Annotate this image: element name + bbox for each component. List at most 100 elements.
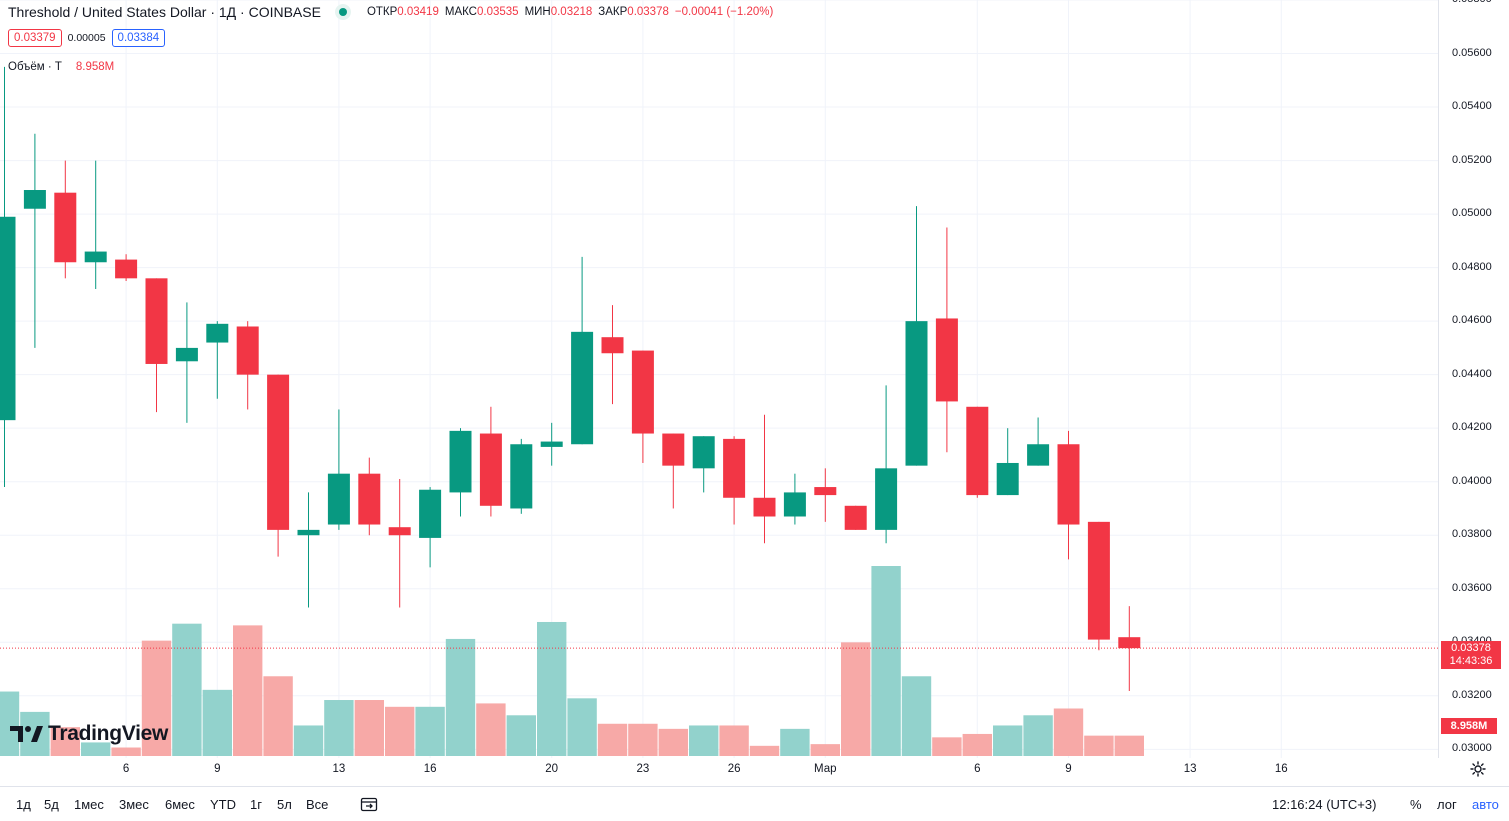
candle-body xyxy=(267,374,290,530)
candle xyxy=(1087,521,1110,651)
close-label: ЗАКР xyxy=(598,6,628,18)
candle-body xyxy=(753,497,776,517)
candle-body xyxy=(601,337,624,354)
volume-bars xyxy=(0,566,1144,756)
volume-bar xyxy=(81,742,111,756)
volume-bar xyxy=(445,638,476,756)
candle xyxy=(1118,606,1141,691)
candle-body xyxy=(814,487,837,496)
candle-body xyxy=(54,192,77,263)
range-5y-button[interactable]: 5л xyxy=(277,797,292,812)
candle-body xyxy=(571,331,594,445)
candle xyxy=(267,374,290,557)
spread-value: 0.00005 xyxy=(67,32,106,44)
time-axis[interactable]: Фев691316202326Мар691316 xyxy=(0,758,1438,782)
candle-body xyxy=(236,326,259,375)
volume-bar xyxy=(111,747,141,756)
volume-bar xyxy=(141,640,172,756)
candle xyxy=(206,321,229,399)
candle xyxy=(875,385,898,544)
range-1m-button[interactable]: 1мес xyxy=(74,797,104,812)
time-tick-label: 9 xyxy=(214,763,221,775)
price-tick-label: 0.05000 xyxy=(1452,207,1492,220)
candle-body xyxy=(1118,637,1141,649)
chart-legend: Threshold / United States Dollar · 1Д · … xyxy=(8,4,773,20)
volume-value: 8.958M xyxy=(75,61,115,73)
candle-body xyxy=(875,468,898,530)
range-5d-button[interactable]: 5д xyxy=(44,797,59,812)
candle-body xyxy=(449,430,472,493)
percent-scale-toggle[interactable]: % xyxy=(1410,797,1422,812)
volume-bar xyxy=(749,745,780,756)
candle xyxy=(236,321,259,410)
range-all-button[interactable]: Все xyxy=(306,797,329,812)
volume-value-tag: 8.958M xyxy=(1441,718,1497,734)
range-6m-button[interactable]: 6мес xyxy=(165,797,195,812)
buy-button[interactable]: 0.03384 xyxy=(111,29,166,47)
price-tick-label: 0.04400 xyxy=(1452,367,1492,380)
price-tick-label: 0.03600 xyxy=(1452,581,1492,594)
grid-lines xyxy=(0,0,1438,758)
bar-countdown: 14:43:36 xyxy=(1449,655,1493,668)
volume-bar xyxy=(354,700,384,756)
candle xyxy=(723,436,746,525)
volume-bar xyxy=(506,715,536,756)
volume-bar xyxy=(689,725,719,756)
low-value: 0.03218 xyxy=(550,6,593,18)
candle xyxy=(0,66,16,488)
candle-body xyxy=(84,251,107,263)
price-axis[interactable]: 0.030000.032000.034000.036000.038000.040… xyxy=(1438,0,1509,758)
open-label: ОТКР xyxy=(366,6,398,18)
volume-bar xyxy=(719,725,749,756)
range-1d-button[interactable]: 1д xyxy=(16,797,31,812)
market-status-icon[interactable] xyxy=(334,4,351,20)
go-to-date-icon[interactable] xyxy=(360,796,378,812)
candle xyxy=(54,160,77,279)
candle xyxy=(510,438,533,514)
candle xyxy=(419,487,442,568)
high-label: МАКС xyxy=(444,6,477,18)
range-ytd-button[interactable]: YTD xyxy=(210,797,236,812)
price-tick-label: 0.05600 xyxy=(1452,46,1492,59)
timezone-clock[interactable]: 12:16:24 (UTC+3) xyxy=(1272,797,1377,812)
ohlc-values: ОТКР0.03419 МАКС0.03535 МИН0.03218 ЗАКР0… xyxy=(367,6,773,18)
time-tick-label: 6 xyxy=(974,763,981,775)
range-3m-button[interactable]: 3мес xyxy=(119,797,149,812)
volume-bar xyxy=(293,725,324,756)
candle-body xyxy=(540,441,563,447)
time-tick-label: Мар xyxy=(814,763,837,775)
volume-bar xyxy=(233,625,263,756)
close-value: 0.03378 xyxy=(627,6,669,18)
candle xyxy=(966,406,989,498)
range-1y-button[interactable]: 1г xyxy=(250,797,262,812)
candle xyxy=(1057,430,1080,560)
candle xyxy=(905,206,928,466)
symbol-title[interactable]: Threshold / United States Dollar · 1Д · … xyxy=(8,4,321,20)
price-tick-label: 0.03200 xyxy=(1452,688,1492,701)
tradingview-logo-text: TradingView xyxy=(48,722,169,745)
volume-bar xyxy=(202,689,232,756)
time-tick-label: 16 xyxy=(1274,763,1288,775)
auto-scale-toggle[interactable]: авто xyxy=(1472,797,1499,812)
volume-bar xyxy=(628,723,658,756)
open-value: 0.03419 xyxy=(397,6,439,18)
volume-bar xyxy=(1023,715,1053,756)
candle-body xyxy=(631,350,654,434)
candle-body xyxy=(966,406,989,496)
candle xyxy=(115,254,138,281)
gear-icon[interactable] xyxy=(1470,761,1486,777)
candle-body xyxy=(1027,444,1050,466)
candle-body xyxy=(479,433,502,506)
quote-buttons: 0.03379 0.00005 0.03384 xyxy=(8,29,166,47)
volume-legend[interactable]: Объём · T 8.958M xyxy=(8,61,114,73)
bottom-toolbar: 1д 5д 1мес 3мес 6мес YTD 1г 5л Все 12:16… xyxy=(0,786,1509,821)
log-scale-toggle[interactable]: лог xyxy=(1437,797,1457,812)
sell-button[interactable]: 0.03379 xyxy=(8,29,62,47)
candle xyxy=(601,305,624,405)
price-tick-label: 0.03000 xyxy=(1452,742,1492,755)
candle xyxy=(692,436,715,493)
tradingview-logo[interactable]: TradingView xyxy=(10,722,168,746)
price-tick-label: 0.04200 xyxy=(1452,421,1492,434)
volume-bar xyxy=(962,733,992,756)
